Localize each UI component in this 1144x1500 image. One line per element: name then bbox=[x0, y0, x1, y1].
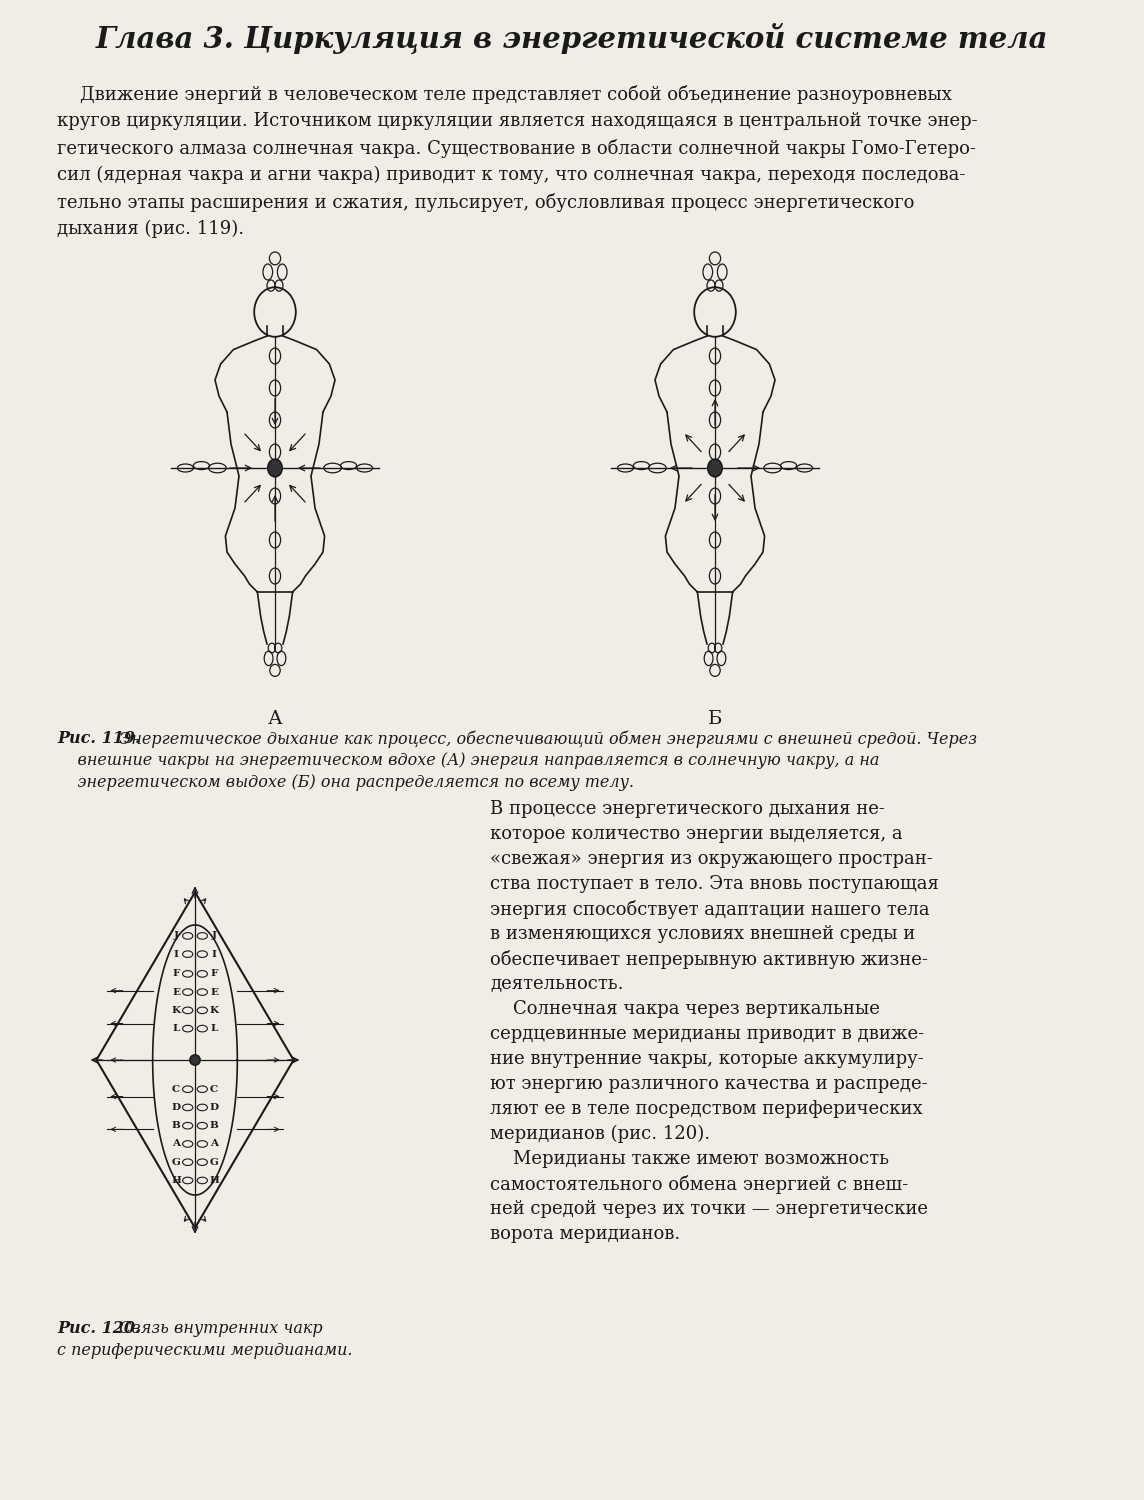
Text: В процессе энергетического дыхания не-: В процессе энергетического дыхания не- bbox=[490, 800, 884, 818]
Text: ней средой через их точки — энергетические: ней средой через их точки — энергетическ… bbox=[490, 1200, 928, 1218]
Text: ворота меридианов.: ворота меридианов. bbox=[490, 1226, 681, 1244]
Text: кругов циркуляции. Источником циркуляции является находящаяся в центральной точк: кругов циркуляции. Источником циркуляции… bbox=[57, 112, 978, 130]
Text: Энергетическое дыхание как процесс, обеспечивающий обмен энергиями с внешней сре: Энергетическое дыхание как процесс, обес… bbox=[113, 730, 977, 747]
Text: F: F bbox=[173, 969, 180, 978]
Text: сердцевинные меридианы приводит в движе-: сердцевинные меридианы приводит в движе- bbox=[490, 1024, 924, 1042]
Text: Движение энергий в человеческом теле представляет собой объединение разноуровнев: Движение энергий в человеческом теле пре… bbox=[57, 86, 952, 104]
Text: J: J bbox=[174, 932, 178, 940]
Text: Меридианы также имеют возможность: Меридианы также имеют возможность bbox=[490, 1150, 889, 1168]
Text: дыхания (рис. 119).: дыхания (рис. 119). bbox=[57, 220, 244, 238]
Text: гетического алмаза солнечная чакра. Существование в области солнечной чакры Гомо: гетического алмаза солнечная чакра. Суще… bbox=[57, 140, 976, 158]
Text: B: B bbox=[209, 1120, 219, 1130]
Text: C: C bbox=[209, 1084, 219, 1094]
Text: K: K bbox=[172, 1007, 181, 1016]
Text: «свежая» энергия из окружающего простран-: «свежая» энергия из окружающего простран… bbox=[490, 850, 932, 868]
Text: H: H bbox=[209, 1176, 219, 1185]
Text: E: E bbox=[210, 987, 219, 996]
Text: ют энергию различного качества и распреде-: ют энергию различного качества и распред… bbox=[490, 1076, 928, 1094]
Text: обеспечивает непрерывную активную жизне-: обеспечивает непрерывную активную жизне- bbox=[490, 950, 928, 969]
Text: энергетическом выдохе (Б) она распределяется по всему телу.: энергетическом выдохе (Б) она распределя… bbox=[57, 774, 634, 790]
Text: Солнечная чакра через вертикальные: Солнечная чакра через вертикальные bbox=[490, 1000, 880, 1018]
Text: в изменяющихся условиях внешней среды и: в изменяющихся условиях внешней среды и bbox=[490, 926, 915, 944]
Text: ние внутренние чакры, которые аккумулиру-: ние внутренние чакры, которые аккумулиру… bbox=[490, 1050, 923, 1068]
Text: ства поступает в тело. Эта вновь поступающая: ства поступает в тело. Эта вновь поступа… bbox=[490, 874, 939, 892]
Text: с периферическими меридианами.: с периферическими меридианами. bbox=[57, 1342, 352, 1359]
Text: самостоятельного обмена энергией с внеш-: самостоятельного обмена энергией с внеш- bbox=[490, 1174, 908, 1194]
Text: сил (ядерная чакра и агни чакра) приводит к тому, что солнечная чакра, переходя : сил (ядерная чакра и агни чакра) приводи… bbox=[57, 166, 966, 184]
Text: Глава 3. Циркуляция в энергетической системе тела: Глава 3. Циркуляция в энергетической сис… bbox=[96, 22, 1048, 54]
Text: А: А bbox=[268, 710, 283, 728]
Text: энергия способствует адаптации нашего тела: энергия способствует адаптации нашего те… bbox=[490, 900, 930, 920]
Text: внешние чакры на энергетическом вдохе (А) энергия направляется в солнечную чакру: внешние чакры на энергетическом вдохе (А… bbox=[57, 752, 880, 770]
Text: L: L bbox=[210, 1024, 217, 1033]
Ellipse shape bbox=[708, 459, 722, 477]
Text: Б: Б bbox=[708, 710, 722, 728]
Text: K: K bbox=[209, 1007, 219, 1016]
Text: L: L bbox=[173, 1024, 180, 1033]
Text: G: G bbox=[209, 1158, 219, 1167]
Text: F: F bbox=[210, 969, 217, 978]
Circle shape bbox=[190, 1054, 200, 1065]
Text: G: G bbox=[172, 1158, 181, 1167]
Text: Рис. 119.: Рис. 119. bbox=[57, 730, 141, 747]
Text: деятельность.: деятельность. bbox=[490, 975, 623, 993]
Text: H: H bbox=[172, 1176, 181, 1185]
Text: C: C bbox=[172, 1084, 180, 1094]
Text: D: D bbox=[172, 1102, 181, 1112]
Text: I: I bbox=[212, 950, 216, 958]
Text: тельно этапы расширения и сжатия, пульсирует, обусловливая процесс энергетическо: тельно этапы расширения и сжатия, пульси… bbox=[57, 194, 914, 211]
Text: Связь внутренних чакр: Связь внутренних чакр bbox=[113, 1320, 323, 1336]
Text: Рис. 120.: Рис. 120. bbox=[57, 1320, 141, 1336]
Text: ляют ее в теле посредством периферических: ляют ее в теле посредством периферически… bbox=[490, 1100, 922, 1118]
Text: B: B bbox=[172, 1120, 181, 1130]
Text: меридианов (рис. 120).: меридианов (рис. 120). bbox=[490, 1125, 710, 1143]
Ellipse shape bbox=[268, 459, 283, 477]
Text: A: A bbox=[172, 1140, 180, 1149]
Text: E: E bbox=[172, 987, 180, 996]
Text: D: D bbox=[209, 1102, 219, 1112]
Text: J: J bbox=[212, 932, 216, 940]
Text: I: I bbox=[174, 950, 178, 958]
Text: A: A bbox=[210, 1140, 219, 1149]
Text: которое количество энергии выделяется, а: которое количество энергии выделяется, а bbox=[490, 825, 903, 843]
